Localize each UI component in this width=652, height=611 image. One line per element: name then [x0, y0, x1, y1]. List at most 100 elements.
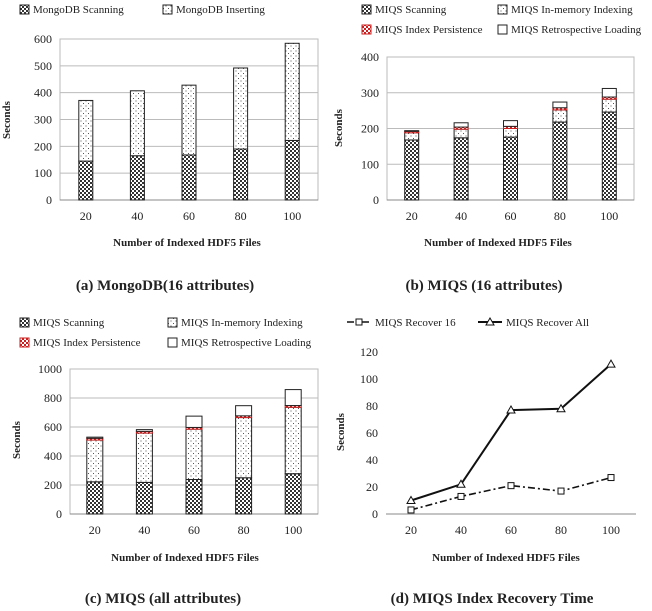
- legend-entry: MIQS Index Persistence: [33, 337, 141, 349]
- y-axis-label: Seconds: [335, 412, 347, 451]
- bar-segment: [181, 154, 197, 201]
- x-tick-label: 80: [555, 523, 567, 537]
- legend-swatch: [19, 317, 30, 328]
- x-tick-label: 60: [188, 523, 200, 537]
- bar-segment: [404, 130, 420, 132]
- bar-segment: [453, 128, 469, 139]
- x-axis-label: Number of Indexed HDF5 Files: [113, 237, 261, 249]
- panel-b: MIQS Scanning MIQS In-memory Indexing MIQS…: [333, 4, 642, 294]
- y-tick-label: 20: [366, 480, 378, 494]
- bar-segment: [552, 109, 568, 123]
- legend-entry: MongoDB Scanning: [33, 4, 124, 16]
- plot-area: 0 200 400 600 800 1000 20 40 60 80 100: [38, 362, 319, 537]
- data-point: [507, 482, 515, 490]
- data-point: [485, 316, 495, 326]
- y-tick-label: 200: [361, 122, 379, 136]
- y-tick-label: 60: [366, 426, 378, 440]
- y-tick-label: 800: [44, 391, 62, 405]
- y-tick-label: 400: [34, 86, 52, 100]
- panel-caption: (a) MongoDB(16 attributes): [76, 278, 254, 294]
- panel-caption: (c) MIQS (all attributes): [85, 591, 241, 607]
- bar-segment: [78, 99, 94, 162]
- data-point: [407, 506, 415, 514]
- y-tick-label: 0: [46, 193, 52, 207]
- x-tick-label: 40: [455, 209, 467, 223]
- x-axis-label: Number of Indexed HDF5 Files: [432, 552, 580, 564]
- bar-segment: [453, 122, 469, 128]
- bar-segment: [181, 84, 197, 156]
- legend-entry: MIQS In-memory Indexing: [181, 317, 303, 329]
- bar-segment: [503, 136, 518, 201]
- bar-segment: [86, 436, 104, 439]
- x-tick-label: 60: [505, 523, 517, 537]
- y-tick-label: 500: [34, 59, 52, 73]
- y-tick-label: 100: [34, 166, 52, 180]
- x-axis-label: Number of Indexed HDF5 Files: [111, 552, 259, 564]
- legend-entry: MongoDB Inserting: [176, 4, 265, 16]
- panel-a: MongoDB Scanning MongoDB Inserting 0 100 20…: [1, 4, 319, 294]
- bar-segment: [284, 389, 302, 407]
- x-tick-label: 100: [284, 523, 302, 537]
- bar-segment: [503, 128, 518, 138]
- legend-entry: MIQS Scanning: [33, 317, 105, 329]
- legend: MIQS Scanning MIQS In-memory Indexing MIQS…: [19, 317, 312, 349]
- bar-segment: [185, 415, 203, 428]
- bar-segment: [185, 478, 203, 515]
- bar-segment: [233, 148, 249, 201]
- panel-caption: (b) MIQS (16 attributes): [405, 278, 562, 294]
- legend-entry: MIQS Recover 16: [375, 317, 456, 329]
- bar-segment: [235, 405, 253, 417]
- y-tick-label: 100: [360, 372, 378, 386]
- y-tick-label: 40: [366, 453, 378, 467]
- y-tick-label: 400: [361, 50, 379, 64]
- legend-swatch: [167, 337, 178, 348]
- y-tick-label: 400: [44, 449, 62, 463]
- legend-entry: MIQS Index Persistence: [375, 24, 483, 36]
- plot-area: 0 100 200 300 400 20 40 60 80 100: [361, 50, 635, 223]
- x-tick-label: 40: [455, 523, 467, 537]
- legend-swatch: [19, 4, 30, 15]
- x-tick-label: 60: [183, 209, 195, 223]
- bar-segment: [601, 111, 617, 201]
- series-line: [410, 476, 612, 511]
- bar-segment: [552, 121, 568, 201]
- bar-segment: [453, 137, 469, 201]
- data-point: [556, 403, 566, 413]
- y-tick-label: 0: [373, 193, 379, 207]
- x-tick-label: 100: [602, 523, 620, 537]
- bar-segment: [129, 155, 145, 201]
- legend-swatch: [162, 4, 173, 15]
- y-axis-label: Seconds: [11, 420, 23, 459]
- y-axis-label: Seconds: [1, 100, 13, 139]
- plot-area: 0 100 200 300 400 500 600 20 40 60 80 100: [34, 32, 319, 223]
- bar-segment: [129, 90, 145, 157]
- x-tick-label: 60: [505, 209, 517, 223]
- legend: MIQS Scanning MIQS In-memory Indexing MIQS…: [361, 4, 642, 36]
- y-tick-label: 600: [44, 420, 62, 434]
- legend-swatch: [497, 4, 508, 15]
- bar-segment: [233, 67, 249, 150]
- y-tick-label: 600: [34, 32, 52, 46]
- bar-segment: [404, 139, 420, 201]
- x-tick-label: 80: [238, 523, 250, 537]
- data-point: [606, 359, 616, 368]
- data-point: [506, 405, 516, 414]
- x-tick-label: 80: [235, 209, 247, 223]
- x-tick-label: 100: [600, 209, 618, 223]
- panel-c: MIQS Scanning MIQS In-memory Indexing MIQS…: [11, 317, 319, 607]
- bar-segment: [86, 481, 104, 515]
- legend-swatch: [361, 4, 372, 15]
- bar-segment: [135, 432, 153, 483]
- x-tick-label: 20: [89, 523, 101, 537]
- bar-segment: [503, 120, 518, 127]
- x-tick-label: 20: [80, 209, 92, 223]
- bar-segment: [284, 473, 302, 515]
- x-tick-label: 40: [131, 209, 143, 223]
- legend-swatch: [19, 337, 30, 348]
- x-tick-label: 100: [283, 209, 301, 223]
- bar-segment: [404, 132, 420, 141]
- y-tick-label: 80: [366, 399, 378, 413]
- bar-segment: [601, 87, 617, 98]
- data-point: [557, 487, 565, 495]
- legend-swatch: [167, 317, 178, 328]
